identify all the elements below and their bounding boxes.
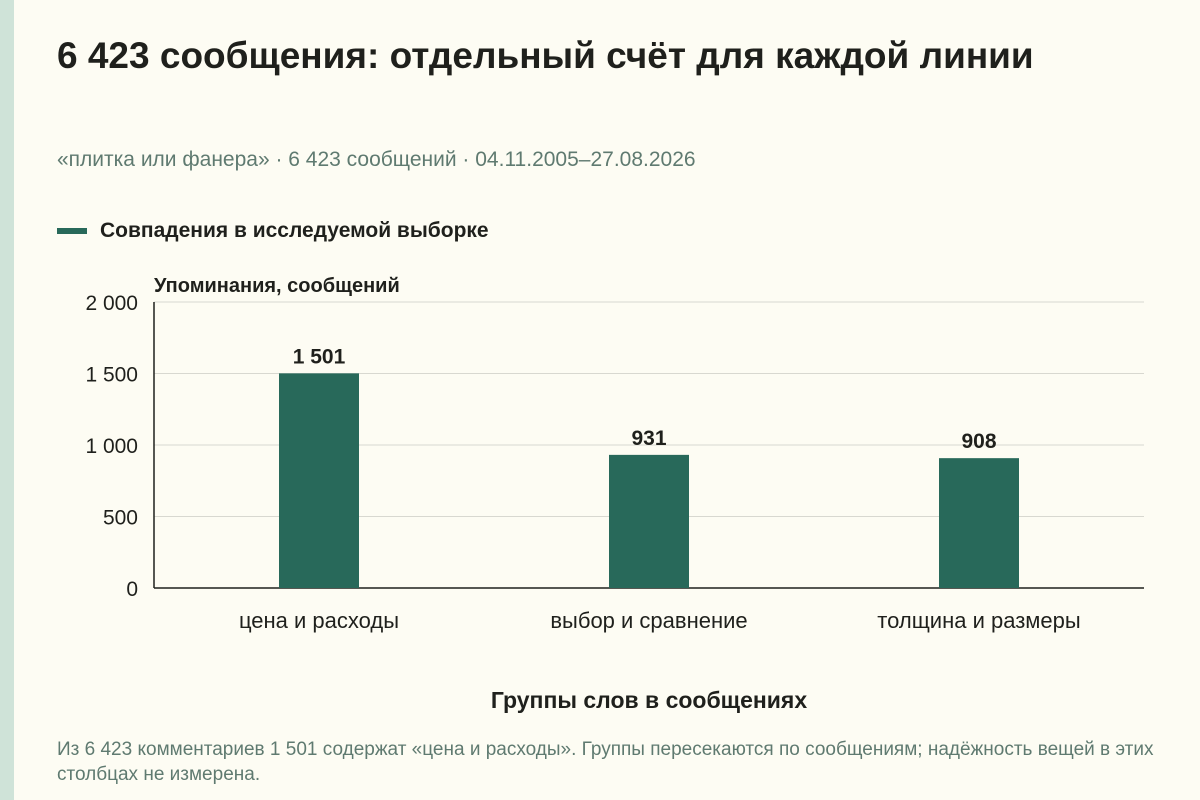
y-tick-label: 1 000 <box>85 435 138 458</box>
legend-swatch <box>57 228 87 234</box>
x-axis-label: Группы слов в сообщениях <box>491 687 807 713</box>
bar <box>939 458 1019 588</box>
chart-caption: Из 6 423 комментариев 1 501 содержат «це… <box>57 739 1154 785</box>
bar <box>279 373 359 588</box>
x-tick-label: толщина и размеры <box>877 608 1080 633</box>
x-tick-label: цена и расходы <box>239 608 399 633</box>
bars-layer <box>279 373 1019 588</box>
x-tick-label: выбор и сравнение <box>550 608 747 633</box>
legend-label: Совпадения в исследуемой выборке <box>100 219 489 242</box>
bar-value-label: 1 501 <box>293 345 346 368</box>
labels-layer: 0 500 1 000 1 500 2 000 1 501 цена и расходы 93… <box>85 292 1080 633</box>
page-subtitle: «плитка или фанера» · 6 423 сообщений · … <box>57 148 696 171</box>
bar-value-label: 908 <box>961 430 996 453</box>
y-tick-label: 2 000 <box>85 292 138 315</box>
y-axis-label: Упоминания, сообщений <box>154 275 400 297</box>
y-tick-label: 500 <box>103 507 138 530</box>
bar-value-label: 931 <box>631 427 666 450</box>
y-tick-label: 1 500 <box>85 364 138 387</box>
page-title: 6 423 сообщения: отдельный счёт для кажд… <box>57 35 1034 76</box>
chart-legend: Совпадения в исследуемой выборке <box>57 217 489 245</box>
left-accent-stripe <box>0 0 14 800</box>
bar <box>609 454 689 588</box>
y-tick-label: 0 <box>126 578 138 601</box>
